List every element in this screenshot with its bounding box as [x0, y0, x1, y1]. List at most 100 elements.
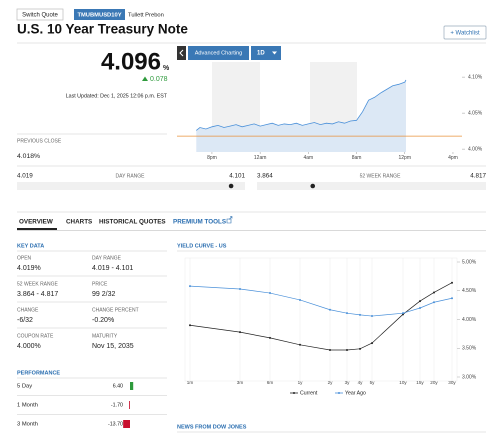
series-point [359, 347, 361, 350]
x-tick-label: 1y [298, 380, 304, 385]
series-point [451, 281, 453, 284]
range-select-label[interactable]: 1D [257, 51, 265, 57]
series-point [419, 300, 421, 303]
series-point [329, 348, 331, 351]
range-high: 4.101 [229, 173, 245, 180]
range-markers [228, 183, 316, 189]
collapse-button[interactable] [177, 46, 186, 60]
series-point [299, 298, 301, 301]
range-label: 52 WEEK RANGE [360, 173, 402, 179]
tab[interactable]: OVERVIEW [19, 219, 53, 226]
performance-value: 6.40 [113, 383, 123, 389]
series-point [433, 301, 435, 304]
series-point [189, 324, 191, 327]
chevron-icon [179, 49, 184, 57]
tab[interactable]: CHARTS [66, 219, 92, 226]
tab[interactable]: HISTORICAL QUOTES [99, 219, 166, 226]
up-arrow [142, 76, 148, 81]
watchlist-button[interactable] [443, 25, 487, 40]
switch-quote-button[interactable] [16, 8, 64, 21]
period: 3 Month [17, 422, 38, 428]
series-point [329, 308, 331, 311]
range-marker [310, 183, 316, 189]
range-select[interactable] [251, 46, 281, 60]
performance-value: -13.70 [108, 421, 123, 427]
y-tick-label: 3.00% [462, 374, 477, 380]
advanced-charting-button[interactable] [188, 46, 249, 60]
key-data-value: 4.000% [17, 343, 41, 350]
key-data: OPEN 4.019% DAY RANGE 4.019 - 4.101 52 WEEK … [17, 255, 167, 350]
range-low: 4.019 [17, 173, 33, 180]
key-data-label: OPEN [17, 255, 32, 261]
series-point [419, 307, 421, 309]
switch-quote-label[interactable]: Switch Quote [22, 13, 58, 19]
active-tab-indicator [17, 228, 57, 230]
external-link-icon [226, 216, 233, 224]
y-tick-label: 4.00% [462, 317, 477, 323]
plot-frame [184, 257, 458, 382]
series-point [346, 312, 348, 315]
symbol: TMUBMUSD10Y [77, 13, 121, 19]
key-data-label: 52 WEEK RANGE [17, 281, 59, 287]
series-point [402, 312, 404, 315]
range-low: 3.864 [257, 173, 273, 180]
range-track [257, 182, 486, 190]
series-point [239, 288, 241, 291]
price-unit: % [163, 65, 170, 72]
range-track [17, 182, 245, 190]
x-tick-label: 8pm [207, 155, 217, 161]
key-data-value: 99 2/32 [92, 291, 115, 298]
yield-curve-chart: 5.00% 4.50% 4.00% 3.50% 3.00% 1m 3m 6m 1y 2y 3y 4y 5… [184, 257, 477, 396]
series-point [346, 348, 348, 351]
key-data-label: PRICE [92, 281, 108, 287]
x-tick-label: 1m [187, 380, 194, 385]
performance: 5 Day 6.40 1 Month -1.70 3 Month -13.70 [17, 382, 167, 428]
tab[interactable]: PREMIUM TOOLS [173, 219, 226, 226]
period: 5 Day [17, 384, 32, 390]
intraday-chart: 4.10% 4.05% 4.00% 8pm 12am 4am 8am 12pm 4pm [177, 74, 483, 161]
range-high: 4.817 [470, 173, 486, 180]
performance-value: -1.70 [111, 402, 123, 408]
x-tick-label: 6m [267, 380, 274, 385]
x-tick-label: 4y [358, 380, 364, 385]
legend-dot [338, 392, 340, 394]
performance-bar [123, 420, 130, 428]
price-area [196, 80, 406, 152]
series-point [433, 291, 435, 294]
y-tick-label: 4.00% [468, 146, 483, 152]
watchlist-label[interactable]: + Watchlist [450, 31, 480, 37]
source: Tullett Prebon [128, 13, 164, 19]
key-data-value: Nov 15, 2035 [92, 343, 134, 350]
key-data-value: -6/32 [17, 317, 33, 324]
range-marker [228, 183, 234, 189]
key-data-label: CHANGE [17, 307, 39, 313]
x-tick-label: 20y [430, 380, 438, 385]
period: 1 Month [17, 403, 38, 409]
y-tick-label: 3.50% [462, 346, 477, 352]
series-line [189, 282, 453, 351]
x-tick-label: 12am [254, 155, 267, 161]
key-data-label: MATURITY [92, 333, 118, 339]
y-tick-label: 4.50% [462, 288, 477, 294]
x-tick-label: 4am [303, 155, 313, 161]
x-tick-label: 3m [237, 380, 244, 385]
advanced-charting-label[interactable]: Advanced Charting [195, 50, 243, 56]
x-tick-label: 10y [399, 380, 407, 385]
x-tick-label: 2y [328, 380, 334, 385]
y-tick-label: 4.05% [468, 110, 483, 116]
price: 4.096 [101, 48, 161, 75]
series-point [299, 343, 301, 346]
x-tick-label: 3y [345, 380, 351, 385]
symbol-badge [74, 9, 125, 20]
y-tick-label: 5.00% [462, 259, 477, 265]
series-point [239, 331, 241, 334]
y-tick-label: 4.10% [468, 74, 483, 80]
x-tick-label: 12pm [399, 155, 412, 161]
series-point [269, 336, 271, 339]
series-point [189, 285, 191, 288]
x-tick-label: 4pm [448, 155, 458, 161]
change: 0.078 [150, 76, 168, 83]
section-title: NEWS FROM DOW JONES [177, 424, 247, 430]
key-data-value: -0.20% [92, 317, 114, 324]
